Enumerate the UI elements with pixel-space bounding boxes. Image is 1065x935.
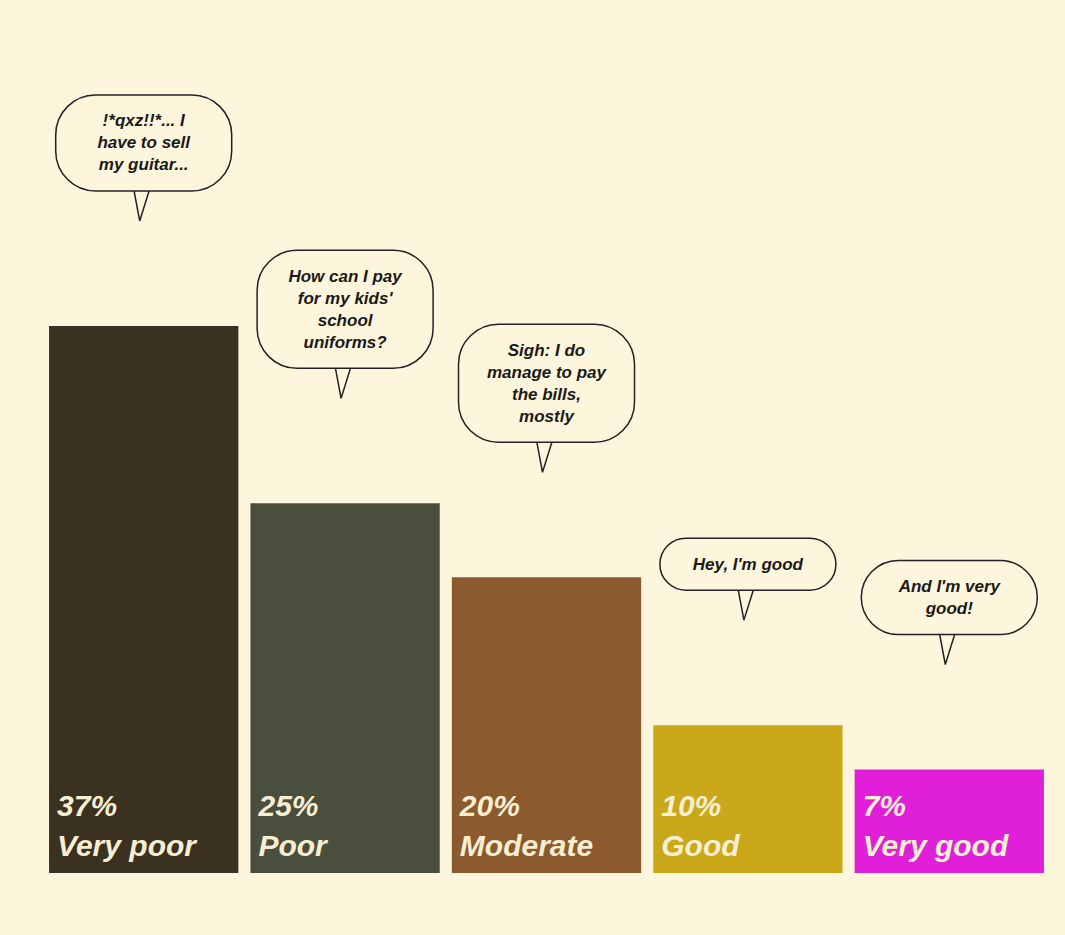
svg-text:school: school [318, 311, 374, 330]
svg-text:10%: 10% [661, 789, 721, 822]
svg-text:Sigh: I do: Sigh: I do [508, 341, 585, 360]
svg-text:Good: Good [661, 829, 740, 862]
svg-text:mostly: mostly [519, 407, 575, 426]
svg-text:Poor: Poor [258, 829, 329, 862]
svg-text:Very good: Very good [863, 829, 1009, 862]
svg-text:for my kids': for my kids' [298, 289, 394, 308]
svg-text:20%: 20% [459, 789, 520, 822]
svg-text:Hey, I'm good: Hey, I'm good [693, 555, 804, 574]
svg-text:!*qxz!!*... I: !*qxz!!*... I [103, 111, 186, 130]
svg-text:7%: 7% [863, 789, 906, 822]
svg-text:How can I pay: How can I pay [288, 267, 403, 286]
svg-text:good!: good! [925, 599, 974, 618]
svg-text:my guitar...: my guitar... [99, 155, 189, 174]
svg-text:And I'm very: And I'm very [898, 577, 1002, 596]
svg-text:Very poor: Very poor [57, 829, 198, 862]
svg-text:uniforms?: uniforms? [304, 333, 388, 352]
svg-text:Moderate: Moderate [460, 829, 593, 862]
svg-text:manage to pay: manage to pay [487, 363, 608, 382]
svg-text:have to sell: have to sell [97, 133, 191, 152]
svg-text:37%: 37% [57, 789, 117, 822]
svg-text:the bills,: the bills, [512, 385, 581, 404]
svg-text:25%: 25% [257, 789, 318, 822]
